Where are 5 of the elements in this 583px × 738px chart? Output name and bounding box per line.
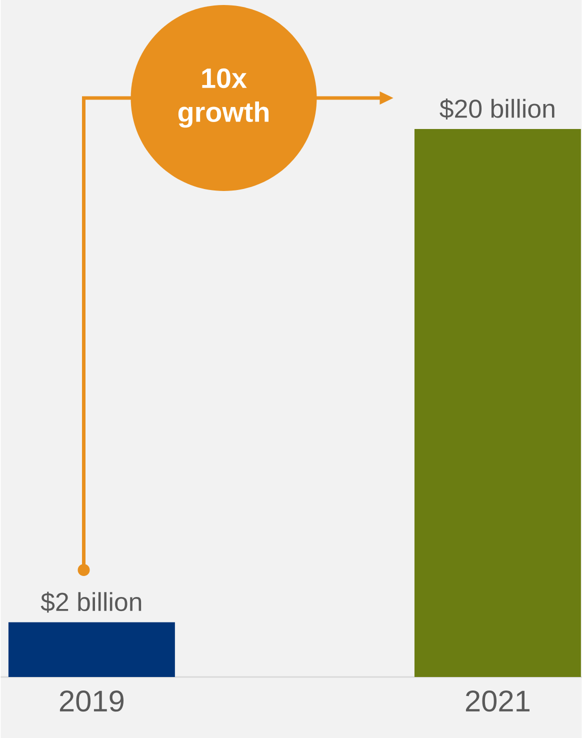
x-tick-label: 2021 — [466, 690, 530, 712]
x-tick-label: 2019 — [60, 690, 124, 712]
data-label: $20 billion — [440, 98, 555, 120]
text: 10x growth — [178, 68, 269, 128]
data-label: $2 billion — [41, 592, 142, 613]
